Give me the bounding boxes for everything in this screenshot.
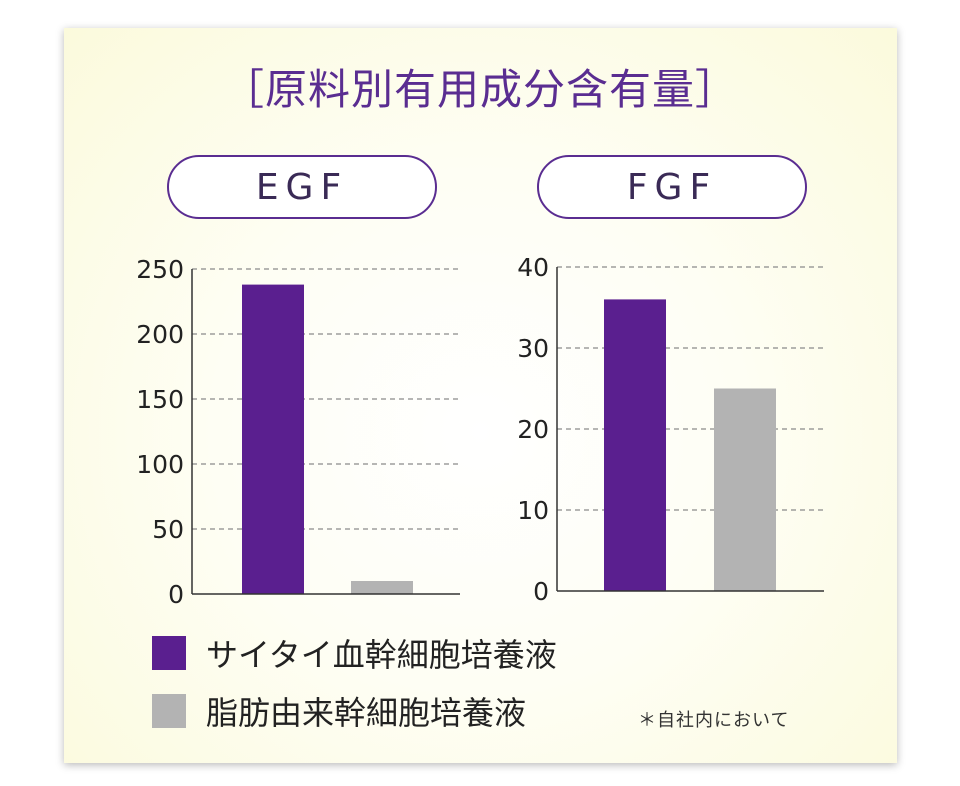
legend-item-adipose: 脂肪由来幹細胞培養液 [152,688,526,734]
egf-bar-0 [242,284,304,594]
egf-bar-1 [351,581,413,594]
egf-tick-label-0: 0 [168,580,184,609]
fgf-tick-label-20: 20 [517,415,549,444]
fgf-bar-1 [714,388,776,591]
legend-label-adipose: 脂肪由来幹細胞培養液 [206,694,527,732]
egf-tick-label-150: 150 [136,385,184,414]
legend-swatch-adipose [152,694,186,728]
egf-tick-label-200: 200 [136,320,184,349]
footnote: ＊自社内において [638,710,790,731]
egf-tick-label-100: 100 [136,450,184,479]
fgf-chart-title: FGF [537,155,807,219]
legend-label-umbilical: サイタイ血幹細胞培養液 [206,636,557,674]
page-title: ［原料別有用成分含有量］ [221,65,738,114]
fgf-tick-label-10: 10 [517,496,549,525]
egf-chart-title: EGF [167,155,437,219]
legend-item-umbilical: サイタイ血幹細胞培養液 [152,630,557,676]
egf-tick-label-250: 250 [136,255,184,284]
fgf-tick-label-30: 30 [517,334,549,363]
fgf-bar-0 [604,299,666,591]
egf-tick-label-50: 50 [152,515,184,544]
fgf-tick-label-40: 40 [517,253,549,282]
legend-swatch-umbilical [152,636,186,670]
fgf-tick-label-0: 0 [533,577,549,606]
